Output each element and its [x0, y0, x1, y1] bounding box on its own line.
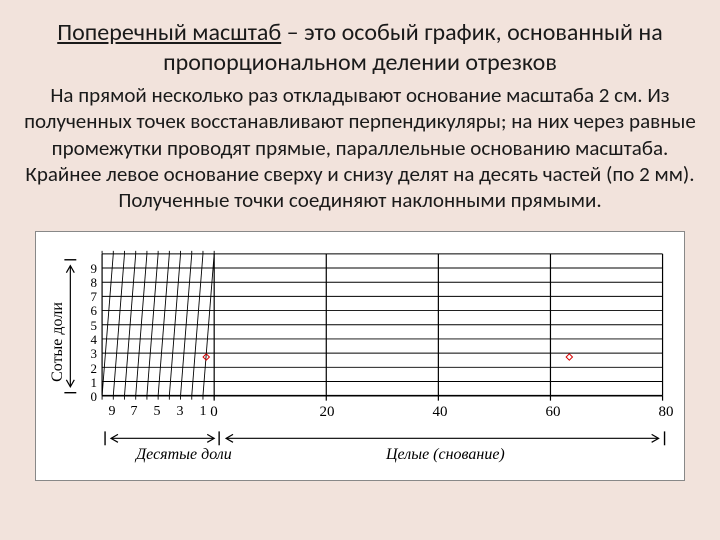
y-axis-label: Сотые доли — [49, 302, 67, 382]
y-tick-label: 7 — [83, 289, 97, 305]
x-tick-label: 0 — [210, 404, 218, 421]
sub-x-tick-label: 1 — [200, 404, 207, 420]
y-tick-label: 5 — [83, 318, 97, 334]
y-tick-label: 3 — [83, 346, 97, 362]
y-tick-label: 9 — [83, 261, 97, 277]
sub-x-tick-label: 9 — [109, 404, 116, 420]
sub-x-tick-label: 5 — [154, 404, 161, 420]
diagram-svg — [36, 232, 684, 480]
y-tick-label: 6 — [83, 303, 97, 319]
x-tick-label: 40 — [433, 404, 448, 421]
title-underlined: Поперечный масштаб — [57, 18, 281, 47]
x-tick-label: 20 — [320, 404, 335, 421]
sub-x-tick-label: 7 — [131, 404, 138, 420]
x-tick-label: 60 — [546, 404, 561, 421]
y-tick-label: 4 — [83, 332, 97, 348]
y-tick-label: 1 — [83, 375, 97, 391]
y-tick-label: 0 — [83, 389, 97, 405]
y-tick-label: 2 — [83, 361, 97, 377]
y-tick-label: 8 — [83, 275, 97, 291]
x-tick-label: 80 — [659, 404, 674, 421]
tenths-label: Десятые доли — [136, 446, 232, 464]
sub-x-tick-label: 3 — [177, 404, 184, 420]
whole-label: Целые (снование) — [386, 446, 505, 464]
body-paragraph: На прямой несколько раз откладывают осно… — [18, 82, 702, 213]
page-title: Поперечный масштаб – это особый график, … — [18, 18, 702, 78]
transversal-scale-diagram: Сотые доли Десятые доли Целые (снование)… — [35, 231, 685, 481]
